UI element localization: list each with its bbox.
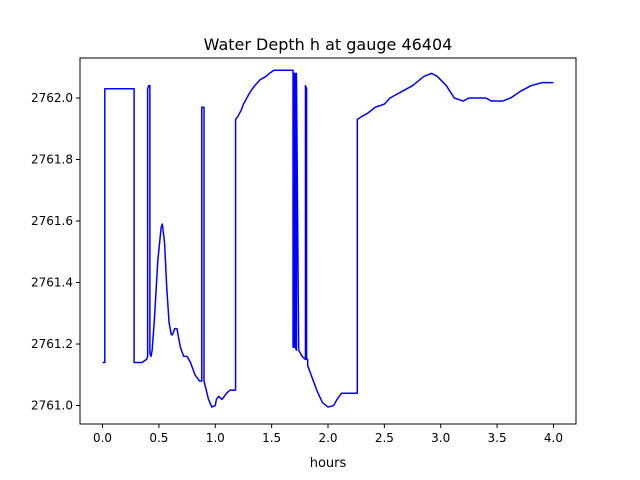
chart-title: Water Depth h at gauge 46404: [204, 35, 453, 54]
x-tick-label: 1.0: [206, 431, 225, 445]
x-tick-label: 0.0: [93, 431, 112, 445]
x-tick-label: 3.0: [431, 431, 450, 445]
x-axis-label: hours: [310, 456, 347, 471]
x-axis-ticks: 0.0 0.5 1.0 1.5 2.0 2.5 3.0 3.5 4.0: [93, 424, 563, 445]
x-tick-label: 3.5: [488, 431, 507, 445]
y-tick-label: 2761.2: [31, 337, 73, 351]
y-tick-label: 2761.8: [31, 152, 73, 166]
x-tick-label: 0.5: [149, 431, 168, 445]
series-line: [102, 69, 554, 408]
y-tick-label: 2761.4: [31, 276, 73, 290]
x-tick-label: 2.5: [375, 431, 394, 445]
y-tick-label: 2762.0: [31, 91, 73, 105]
y-tick-label: 2761.6: [31, 214, 73, 228]
plot-area: [102, 69, 554, 408]
x-tick-label: 2.0: [318, 431, 337, 445]
y-tick-label: 2761.0: [31, 399, 73, 413]
axes-frame: [79, 57, 577, 425]
x-tick-label: 1.5: [262, 431, 281, 445]
x-tick-label: 4.0: [544, 431, 563, 445]
y-axis-ticks: 2761.0 2761.2 2761.4 2761.6 2761.8 2762.0: [31, 91, 80, 413]
